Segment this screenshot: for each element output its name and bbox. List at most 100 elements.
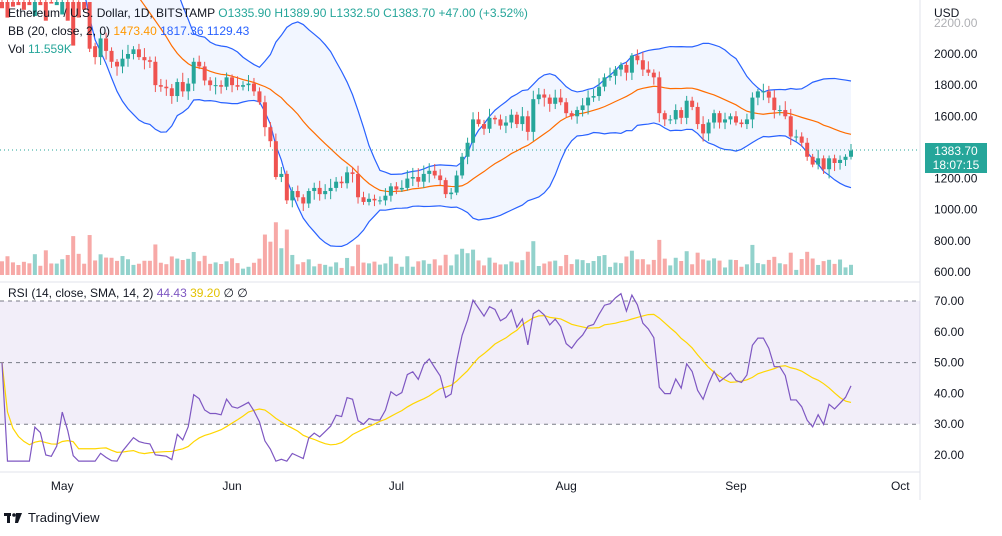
volume-bar (421, 260, 426, 275)
candle-body (805, 142, 810, 157)
candle-body (701, 124, 706, 134)
candle-body (290, 191, 295, 201)
volume-bar (345, 257, 350, 275)
volume-bar (679, 260, 684, 275)
volume-bar (0, 261, 4, 275)
candle-body (262, 102, 267, 128)
rsi-value: 44.43 (156, 286, 187, 300)
bb-label: BB (20, close, 2, 0) (8, 24, 111, 38)
candle-body (525, 116, 530, 132)
volume-bar (542, 263, 547, 275)
candle-body (416, 177, 421, 182)
volume-bar (838, 259, 843, 275)
volume-bar (449, 265, 454, 275)
volume-bar (219, 263, 224, 275)
candle-body (366, 198, 371, 202)
candle-body (838, 159, 843, 163)
volume-bar (224, 261, 229, 275)
candle-body (301, 197, 306, 204)
time-tick-label: Sep (725, 479, 747, 493)
rsi-extra-1: ∅ (223, 286, 234, 300)
last-price-countdown: 18:07:15 (932, 158, 980, 172)
volume-bar (10, 262, 15, 275)
candle-body (624, 64, 629, 73)
ohlc-values: O1335.90 H1389.90 L1332.50 C1383.70 +47.… (218, 6, 528, 20)
candle-body (564, 102, 569, 114)
bb-basis-value: 1473.40 (113, 24, 157, 38)
bollinger-basis-line (139, 0, 852, 193)
volume-bar (816, 264, 821, 275)
volume-bar (377, 264, 382, 275)
candle-body (712, 113, 717, 123)
volume-bar (460, 248, 465, 275)
last-price-value: 1383.70 (934, 144, 978, 158)
tradingview-logo-icon (4, 512, 22, 523)
candle-body (230, 77, 235, 86)
volume-bar (646, 264, 651, 275)
candle-body (744, 119, 749, 125)
volume-bar (104, 257, 109, 275)
candle-body (465, 142, 470, 157)
candle-body (339, 181, 344, 184)
volume-bar (5, 256, 10, 275)
candle-body (295, 191, 300, 198)
candle-body (334, 181, 339, 188)
volume-bar (810, 258, 815, 275)
candle-body (383, 195, 388, 201)
candle-body (618, 64, 623, 70)
candle-body (208, 80, 213, 86)
volume-bar (564, 254, 569, 275)
volume-bar (186, 258, 191, 275)
volume-bar (416, 261, 421, 275)
volume-bar (388, 256, 393, 275)
time-tick-label: Jun (222, 479, 241, 493)
candle-body (772, 97, 777, 111)
volume-bar (197, 261, 202, 275)
candle-body (372, 198, 377, 201)
volume-bar (597, 256, 602, 275)
candle-body (202, 66, 207, 81)
candle-body (361, 197, 366, 202)
candle-body (317, 187, 322, 195)
volume-bar (657, 239, 662, 275)
volume-bar (777, 263, 782, 275)
candle-body (673, 110, 678, 120)
candle-body (531, 99, 536, 132)
volume-bar (613, 262, 618, 275)
candle-body (755, 91, 760, 98)
volume-bar (805, 251, 810, 275)
volume-bar (295, 264, 300, 275)
vol-legend: Vol 11.559K (8, 42, 72, 56)
candle-body (399, 187, 404, 190)
price-tick-label: 600.00 (934, 265, 971, 279)
volume-bar (180, 260, 185, 275)
rsi-sma-value: 39.20 (190, 286, 221, 300)
volume-bar (591, 261, 596, 275)
candle-body (147, 60, 152, 62)
candle-body (569, 113, 574, 117)
volume-bar (443, 254, 448, 275)
candle-body (717, 113, 722, 123)
volume-bar (580, 260, 585, 275)
volume-bar (202, 255, 207, 275)
footer-brand[interactable]: TradingView (4, 510, 100, 525)
bollinger-upper-line (179, 0, 852, 175)
bollinger-band-fill (85, 0, 851, 247)
candle-body (350, 172, 355, 174)
vol-label: Vol (8, 42, 25, 56)
candle-body (558, 97, 563, 103)
volume-bar (241, 268, 246, 275)
candle-body (16, 2, 21, 6)
volume-bar (169, 256, 174, 275)
time-tick-label: Jul (389, 479, 404, 493)
volume-bar (21, 261, 26, 275)
volume-bar (383, 263, 388, 275)
volume-bar (492, 262, 497, 275)
candle-body (284, 173, 289, 201)
symbol-title: Ethereum / U.S. Dollar, 1D, BITSTAMP (8, 6, 215, 20)
volume-bar (235, 263, 240, 275)
candle-body (32, 2, 37, 17)
volume-bar (849, 264, 853, 275)
volume-bar (783, 264, 788, 275)
